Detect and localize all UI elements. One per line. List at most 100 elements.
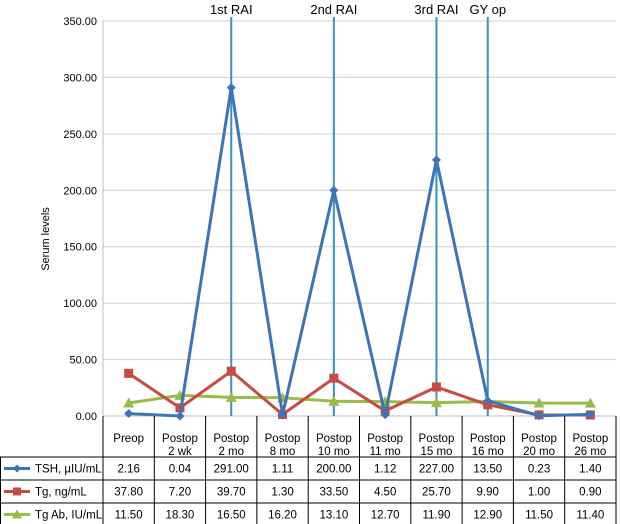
y-tick-label: 0.00 bbox=[76, 411, 97, 423]
table-cell: 4.50 bbox=[374, 487, 396, 499]
event-line-layer: 1st RAI 2nd RAI 3rd RAI GY op bbox=[210, 2, 506, 416]
y-tick-label: 250.00 bbox=[63, 129, 97, 141]
table-cell: 12.70 bbox=[371, 510, 400, 522]
table-cell: 18.30 bbox=[166, 510, 195, 522]
table-cell: 11.50 bbox=[525, 510, 553, 522]
data-point bbox=[124, 409, 134, 419]
event-label: GY op bbox=[469, 2, 506, 17]
data-point bbox=[12, 509, 22, 519]
table-cell: 37.80 bbox=[114, 487, 143, 499]
x-tick-label: Postop bbox=[367, 433, 403, 445]
data-point bbox=[585, 409, 595, 419]
table-cell: 291.00 bbox=[214, 464, 249, 476]
x-tick-label: 8 mo bbox=[270, 446, 296, 458]
x-tick-label: 16 mo bbox=[472, 446, 504, 458]
data-point bbox=[533, 397, 545, 408]
table-cell: 33.50 bbox=[319, 487, 348, 499]
data-point bbox=[124, 368, 134, 378]
legend-label: TSH, µIU/mL bbox=[35, 464, 102, 476]
y-tick-label: 300.00 bbox=[63, 72, 97, 84]
table-cell: 227.00 bbox=[419, 464, 454, 476]
event-label: 2nd RAI bbox=[310, 2, 357, 17]
table-cell: 1.40 bbox=[579, 464, 601, 476]
data-point bbox=[584, 397, 596, 408]
x-tick-label: Postop bbox=[316, 433, 352, 445]
series-line bbox=[127, 369, 591, 417]
x-tick-label: Postop bbox=[572, 433, 608, 445]
data-point bbox=[225, 391, 237, 402]
data-point bbox=[278, 410, 288, 420]
table-cell: 1.00 bbox=[528, 487, 550, 499]
x-tick-label: 26 mo bbox=[574, 446, 606, 458]
x-tick-label: Preop bbox=[113, 433, 144, 445]
grid-layer bbox=[103, 20, 616, 361]
table-cell: 1.11 bbox=[272, 464, 294, 476]
table-cell: 9.90 bbox=[477, 487, 499, 499]
series-line bbox=[128, 86, 591, 418]
table-cell: 25.70 bbox=[422, 487, 451, 499]
legend-label: Tg, ng/mL bbox=[35, 487, 87, 499]
table-cell: 13.50 bbox=[473, 464, 502, 476]
table-cell: 0.90 bbox=[579, 487, 601, 499]
data-point bbox=[431, 155, 441, 165]
data-point bbox=[329, 373, 339, 383]
data-table: TSH, µIU/mL 2.16 0.04 291.00 1.11 200.00 1.12 2… bbox=[0, 416, 617, 524]
table-cell: 13.10 bbox=[319, 510, 348, 522]
table-cell: 0.23 bbox=[528, 464, 550, 476]
data-point bbox=[13, 487, 21, 496]
table-cell: 16.50 bbox=[217, 510, 246, 522]
table-cell: 0.04 bbox=[169, 464, 192, 476]
y-tick-label: 200.00 bbox=[63, 185, 97, 197]
data-point bbox=[226, 366, 236, 376]
data-point bbox=[534, 411, 544, 421]
table-cell: 11.90 bbox=[422, 510, 450, 522]
legend-label: Tg Ab, IU/mL bbox=[35, 510, 103, 522]
data-point bbox=[431, 382, 441, 392]
table-cell: 11.40 bbox=[576, 510, 604, 522]
y-tick-label: 150.00 bbox=[63, 242, 97, 254]
table-cell: 16.20 bbox=[268, 510, 297, 522]
x-tick-label: Postop bbox=[470, 433, 506, 445]
event-label: 1st RAI bbox=[210, 2, 253, 17]
series-tsh bbox=[124, 83, 595, 421]
y-tick-label: 50.00 bbox=[69, 355, 97, 367]
y-tick-label: 350.00 bbox=[63, 16, 97, 28]
x-tick-label: 2 wk bbox=[168, 446, 192, 458]
table-cell: 7.20 bbox=[169, 487, 191, 499]
table-cell: 1.30 bbox=[271, 487, 293, 499]
table-cell: 1.12 bbox=[374, 464, 396, 476]
data-point bbox=[430, 397, 442, 408]
x-tick-label: 2 mo bbox=[218, 446, 244, 458]
data-point bbox=[329, 185, 339, 195]
x-tick-label: 10 mo bbox=[318, 446, 350, 458]
data-point bbox=[483, 396, 493, 406]
series-layer bbox=[123, 83, 596, 421]
x-tick-label: Postop bbox=[162, 433, 198, 445]
data-point bbox=[123, 397, 135, 408]
x-tick-label: Postop bbox=[265, 433, 301, 445]
data-point bbox=[380, 410, 390, 420]
data-point bbox=[13, 464, 21, 473]
x-tick-label: Postop bbox=[419, 433, 455, 445]
table-cell: 39.70 bbox=[217, 487, 246, 499]
x-tick-label: 20 mo bbox=[523, 446, 555, 458]
table-cell: 200.00 bbox=[316, 464, 351, 476]
y-tick-label: 100.00 bbox=[63, 298, 97, 310]
data-point bbox=[226, 83, 236, 93]
table-row: Tg Ab, IU/mL 11.50 18.30 16.50 16.20 13.10 12.… bbox=[4, 509, 604, 522]
event-label: 3rd RAI bbox=[414, 2, 458, 17]
x-tick-label: 15 mo bbox=[420, 446, 452, 458]
data-point bbox=[175, 411, 185, 421]
table-cell: 2.16 bbox=[117, 464, 139, 476]
y-axis-label: Serum levels bbox=[40, 207, 52, 271]
x-tick-label: 11 mo bbox=[370, 446, 401, 458]
table-row: TSH, µIU/mL 2.16 0.04 291.00 1.11 200.00 1.12 2… bbox=[4, 464, 602, 476]
table-cell: 12.90 bbox=[473, 510, 502, 522]
data-point bbox=[328, 395, 340, 406]
x-tick-label: Postop bbox=[213, 433, 249, 445]
series-line bbox=[128, 393, 591, 405]
x-tick-label: Postop bbox=[521, 433, 557, 445]
table-row: Tg, ng/mL 37.80 7.20 39.70 1.30 33.50 4.50 25.7… bbox=[4, 487, 602, 499]
